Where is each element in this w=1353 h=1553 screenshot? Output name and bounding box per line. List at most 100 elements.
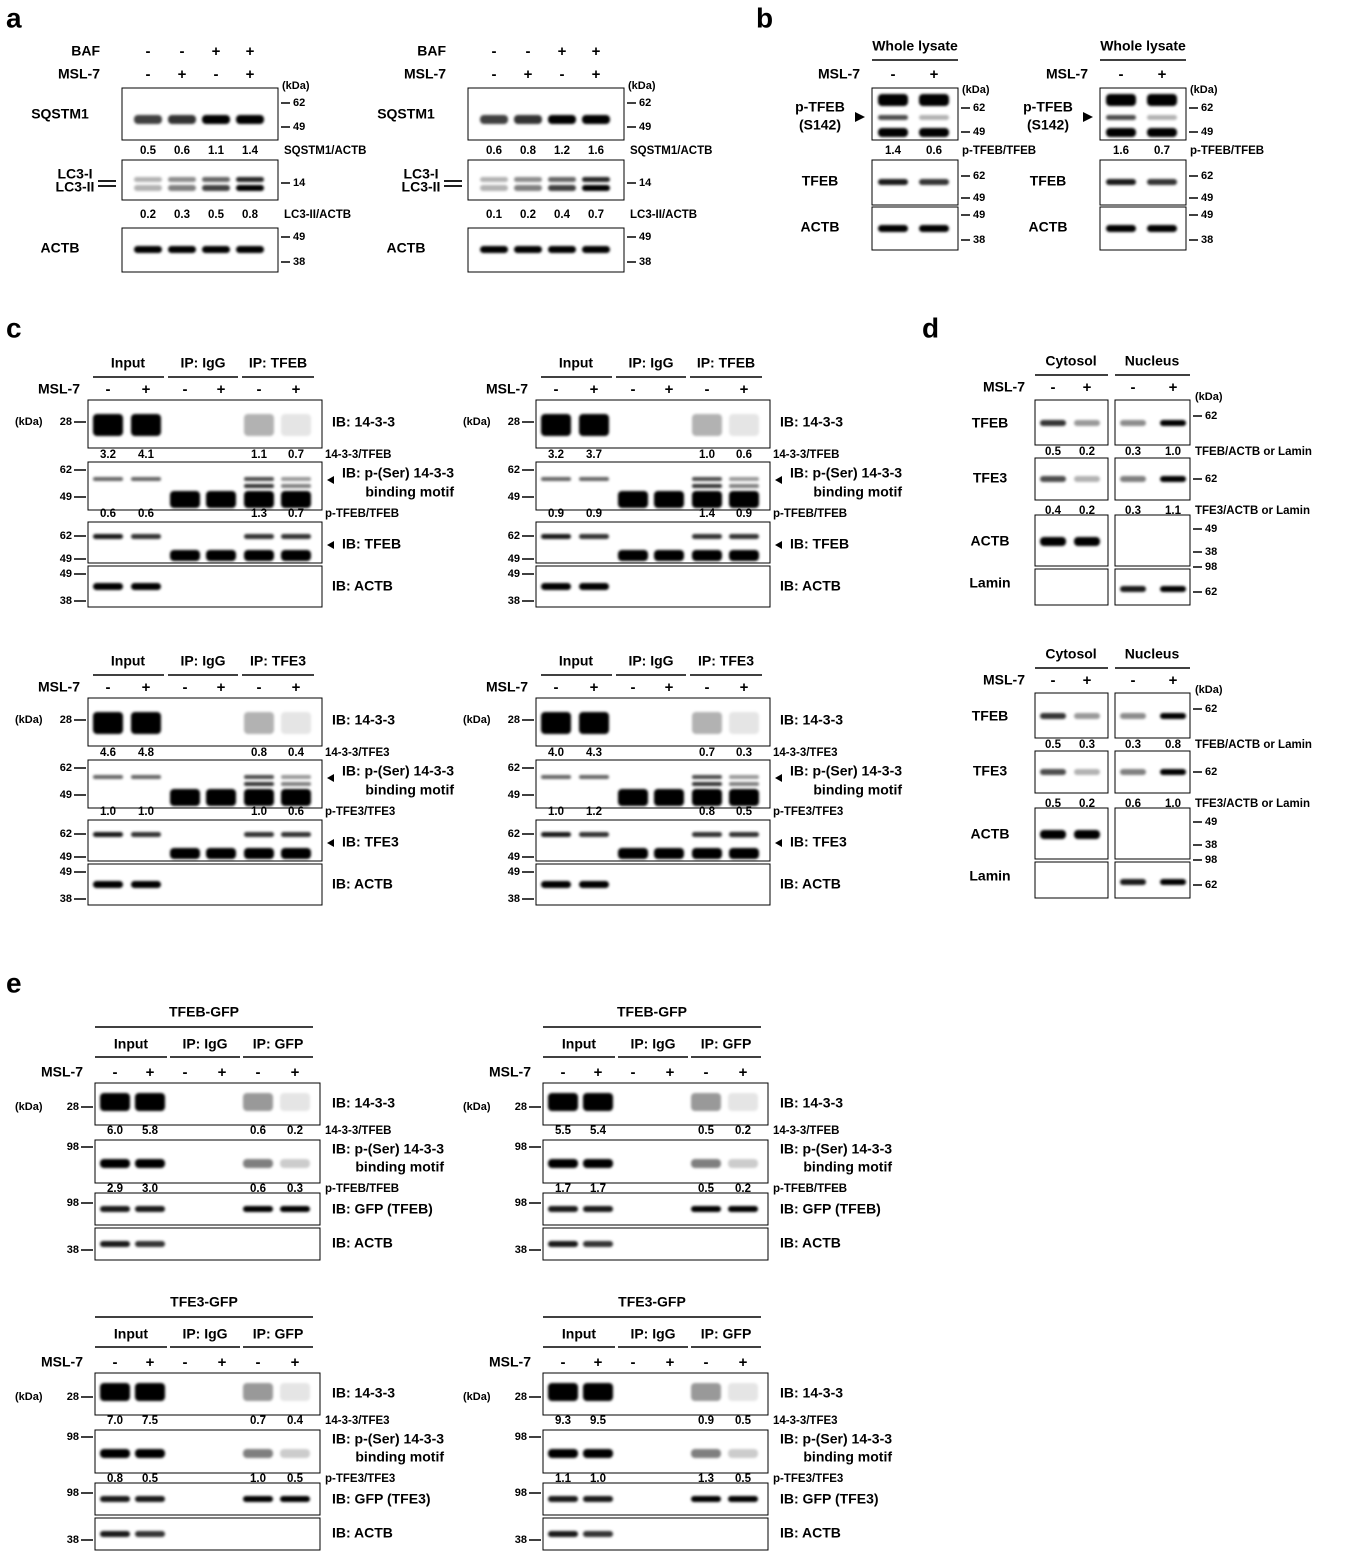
quant-value: 5.4	[590, 1125, 607, 1137]
group-label: Input	[111, 653, 146, 669]
band	[729, 712, 759, 734]
marker-label: 49	[973, 126, 985, 138]
quant-value: 1.1	[251, 449, 268, 461]
condition-sign: -	[1119, 66, 1124, 83]
band	[281, 832, 311, 837]
marker-label: 98	[515, 1197, 527, 1209]
band	[131, 881, 161, 888]
condition-sign: +	[178, 66, 187, 83]
group-label: Nucleus	[1125, 646, 1180, 662]
band	[1106, 179, 1136, 185]
band-arrow	[775, 839, 782, 847]
protein-label: LC3-II	[402, 179, 441, 195]
kda-unit: (kDa)	[15, 1101, 43, 1113]
quant-value: 0.2	[1079, 446, 1095, 458]
marker-label: 62	[60, 762, 72, 774]
band	[281, 534, 311, 539]
panel-letter: d	[922, 312, 939, 343]
quant-value: 1.4	[699, 508, 716, 520]
marker-label: 49	[973, 192, 985, 204]
band	[919, 115, 949, 120]
band	[1074, 769, 1100, 775]
condition-sign: +	[142, 679, 151, 696]
band	[281, 848, 311, 859]
marker-label: 28	[515, 1101, 527, 1113]
band	[280, 1206, 310, 1212]
condition-sign: +	[292, 679, 301, 696]
quant-label: 14-3-3/TFE3	[325, 747, 390, 759]
quant-label: 14-3-3/TFE3	[325, 1415, 390, 1427]
quant-value: 0.8	[520, 145, 537, 157]
condition-sign: -	[256, 1354, 261, 1371]
ib-label: binding motif	[365, 782, 454, 798]
band	[548, 246, 576, 253]
marker-label: 62	[60, 464, 72, 476]
marker-label: 38	[515, 1244, 527, 1256]
quant-value: 0.8	[251, 747, 268, 759]
band	[131, 712, 161, 734]
band	[1160, 713, 1186, 719]
condition-sign: +	[246, 66, 255, 83]
condition-sign: +	[1169, 379, 1178, 396]
quant-label: p-TFE3/TFE3	[773, 1473, 843, 1485]
quant-value: 0.3	[1079, 739, 1095, 751]
band	[1120, 879, 1146, 885]
marker-label: 49	[60, 851, 72, 863]
ib-label: IB: 14-3-3	[780, 712, 843, 728]
band	[1040, 713, 1066, 719]
band	[541, 534, 571, 539]
band	[281, 491, 311, 508]
band	[692, 775, 722, 779]
marker-label: 49	[1201, 209, 1213, 221]
quant-value: 0.2	[287, 1125, 303, 1137]
marker-label: 14	[293, 177, 306, 189]
marker-label: 38	[1205, 546, 1217, 558]
quant-value: 0.9	[698, 1415, 714, 1427]
quant-label: p-TFEB/TFEB	[325, 508, 399, 520]
band	[514, 115, 542, 124]
block-title: TFEB-GFP	[617, 1004, 687, 1020]
marker-label: 38	[973, 234, 985, 246]
band	[280, 1159, 310, 1168]
quant-value: 7.0	[107, 1415, 123, 1427]
quant-value: 0.9	[586, 508, 602, 520]
quant-label: 14-3-3/TFE3	[773, 1415, 838, 1427]
band	[93, 832, 123, 837]
quant-value: 1.4	[242, 145, 259, 157]
block-title: TFEB-GFP	[169, 1004, 239, 1020]
kda-unit: (kDa)	[282, 80, 310, 92]
quant-value: 0.8	[699, 806, 716, 818]
condition-sign: -	[257, 381, 262, 398]
ib-label: IB: 14-3-3	[332, 414, 395, 430]
marker-label: 98	[67, 1431, 79, 1443]
ib-label: binding motif	[813, 782, 902, 798]
band	[243, 1159, 273, 1168]
band	[583, 1531, 613, 1537]
group-label: Input	[114, 1326, 149, 1342]
band	[618, 789, 648, 806]
ib-label: IB: 14-3-3	[780, 414, 843, 430]
ib-label: IB: 14-3-3	[780, 1385, 843, 1401]
marker-label: 49	[973, 209, 985, 221]
band	[1040, 830, 1066, 839]
condition-label: MSL-7	[486, 381, 528, 397]
marker-label: 62	[1201, 170, 1213, 182]
band	[919, 128, 949, 137]
band	[548, 115, 576, 124]
page: aBAF--++MSL-7-+-+(kDa)SQSTM162490.50.61.…	[0, 0, 1353, 1553]
band	[541, 881, 571, 888]
band	[691, 1383, 721, 1401]
band	[244, 775, 274, 779]
condition-sign: -	[561, 1064, 566, 1081]
protein-label: ACTB	[971, 826, 1010, 842]
group-label: IP: GFP	[701, 1326, 752, 1342]
ib-label: IB: GFP (TFEB)	[332, 1201, 433, 1217]
band	[692, 848, 722, 859]
band	[100, 1093, 130, 1111]
condition-label: MSL-7	[41, 1064, 83, 1080]
protein-label: p-TFEB	[795, 99, 845, 115]
band	[618, 491, 648, 508]
quant-label: 14-3-3/TFEB	[325, 449, 391, 461]
quant-value: 0.8	[1165, 739, 1182, 751]
quant-value: 1.4	[885, 145, 902, 157]
